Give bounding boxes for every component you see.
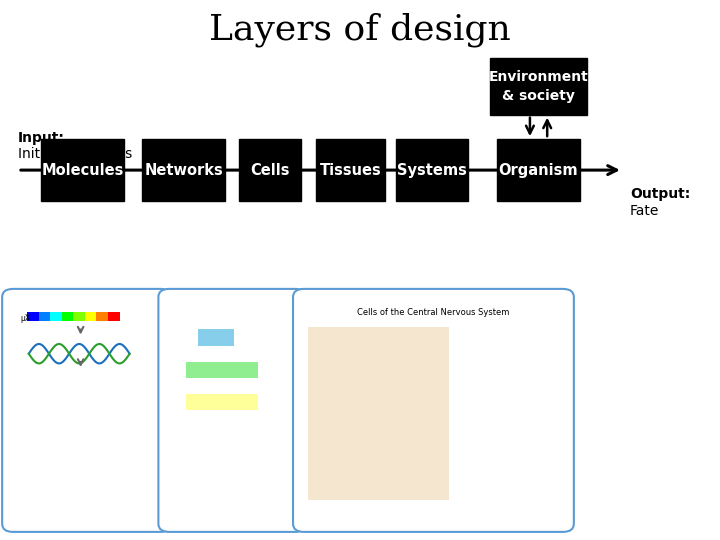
FancyBboxPatch shape	[158, 289, 306, 532]
Bar	[50, 312, 62, 321]
FancyBboxPatch shape	[396, 139, 468, 201]
FancyBboxPatch shape	[293, 289, 574, 532]
FancyBboxPatch shape	[2, 289, 171, 532]
Bar	[308, 327, 449, 500]
Bar	[222, 394, 258, 410]
Text: Cells of the Central Nervous System: Cells of the Central Nervous System	[357, 308, 510, 317]
Text: Input:: Input:	[18, 131, 65, 145]
Text: Cells: Cells	[251, 163, 289, 178]
Text: Tissues: Tissues	[320, 163, 382, 178]
Bar	[108, 312, 120, 321]
Bar	[186, 362, 222, 378]
Bar	[222, 362, 258, 378]
FancyBboxPatch shape	[42, 139, 125, 201]
Bar	[96, 312, 108, 321]
FancyBboxPatch shape	[143, 139, 225, 201]
Bar	[85, 312, 96, 321]
Bar	[73, 312, 85, 321]
Text: Molecules: Molecules	[42, 163, 124, 178]
Bar	[198, 329, 234, 346]
Text: Environment
& society: Environment & society	[489, 70, 588, 103]
Bar	[27, 312, 39, 321]
FancyBboxPatch shape	[317, 139, 384, 201]
FancyBboxPatch shape	[498, 139, 580, 201]
Text: Networks: Networks	[144, 163, 223, 178]
Bar	[62, 312, 73, 321]
Bar	[39, 312, 50, 321]
Text: Output:: Output:	[630, 187, 690, 201]
FancyBboxPatch shape	[239, 139, 301, 201]
Text: Layers of design: Layers of design	[209, 12, 511, 47]
Text: Initial conditions: Initial conditions	[18, 147, 132, 161]
Text: Fate: Fate	[630, 204, 660, 218]
Bar	[186, 394, 222, 410]
Text: µX: µX	[20, 314, 30, 323]
FancyBboxPatch shape	[490, 58, 588, 115]
Text: Systems: Systems	[397, 163, 467, 178]
Text: Organism: Organism	[499, 163, 578, 178]
